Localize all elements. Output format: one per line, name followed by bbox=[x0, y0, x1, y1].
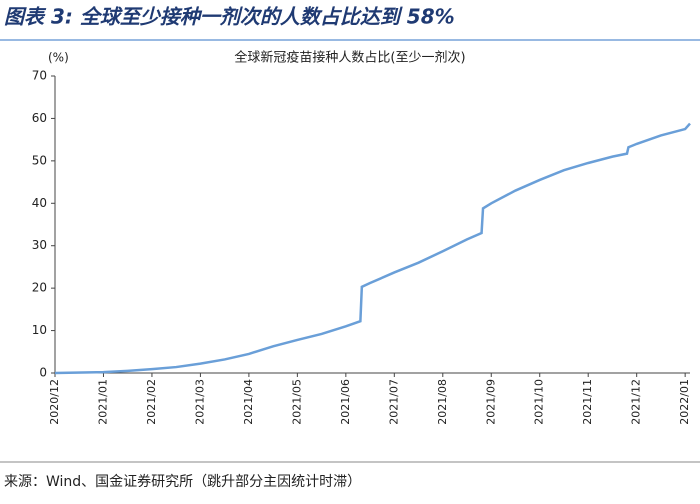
y-tick-label: 30 bbox=[32, 238, 47, 252]
x-tick-label: 2021/12 bbox=[630, 379, 643, 425]
x-tick-label: 2021/02 bbox=[145, 379, 158, 425]
source-note: 来源：Wind、国金证券研究所（跳升部分主因统计时滞） bbox=[4, 474, 361, 490]
x-tick-label: 2021/07 bbox=[387, 379, 400, 425]
x-tick-label: 2021/08 bbox=[436, 379, 449, 425]
y-tick-label: 70 bbox=[32, 69, 47, 83]
y-tick-label: 10 bbox=[32, 323, 47, 337]
x-tick-label: 2021/06 bbox=[339, 379, 352, 425]
y-tick-label: 40 bbox=[32, 196, 47, 210]
y-tick-label: 60 bbox=[32, 111, 47, 125]
data-line bbox=[54, 122, 691, 375]
x-tick-label: 2021/03 bbox=[193, 379, 206, 425]
x-tick-label: 2021/11 bbox=[581, 379, 594, 425]
x-tick-label: 2021/10 bbox=[533, 379, 546, 425]
x-tick-label: 2021/09 bbox=[484, 379, 497, 425]
y-tick-label: 50 bbox=[32, 153, 47, 167]
x-tick-label: 2022/01 bbox=[678, 379, 691, 425]
x-tick-label: 2020/12 bbox=[48, 379, 61, 425]
x-tick-label: 2021/04 bbox=[242, 379, 255, 425]
y-axis-label: (%) bbox=[48, 51, 69, 65]
x-tick-label: 2021/01 bbox=[96, 379, 109, 425]
y-tick-label: 20 bbox=[32, 281, 47, 295]
chart-title: 全球新冠疫苗接种人数占比(至少一剂次) bbox=[234, 50, 465, 66]
y-tick-label: 0 bbox=[39, 366, 47, 380]
figure-title: 图表 3: 全球至少接种一剂次的人数占比达到 58% bbox=[4, 5, 455, 29]
x-tick-label: 2021/05 bbox=[290, 379, 303, 425]
